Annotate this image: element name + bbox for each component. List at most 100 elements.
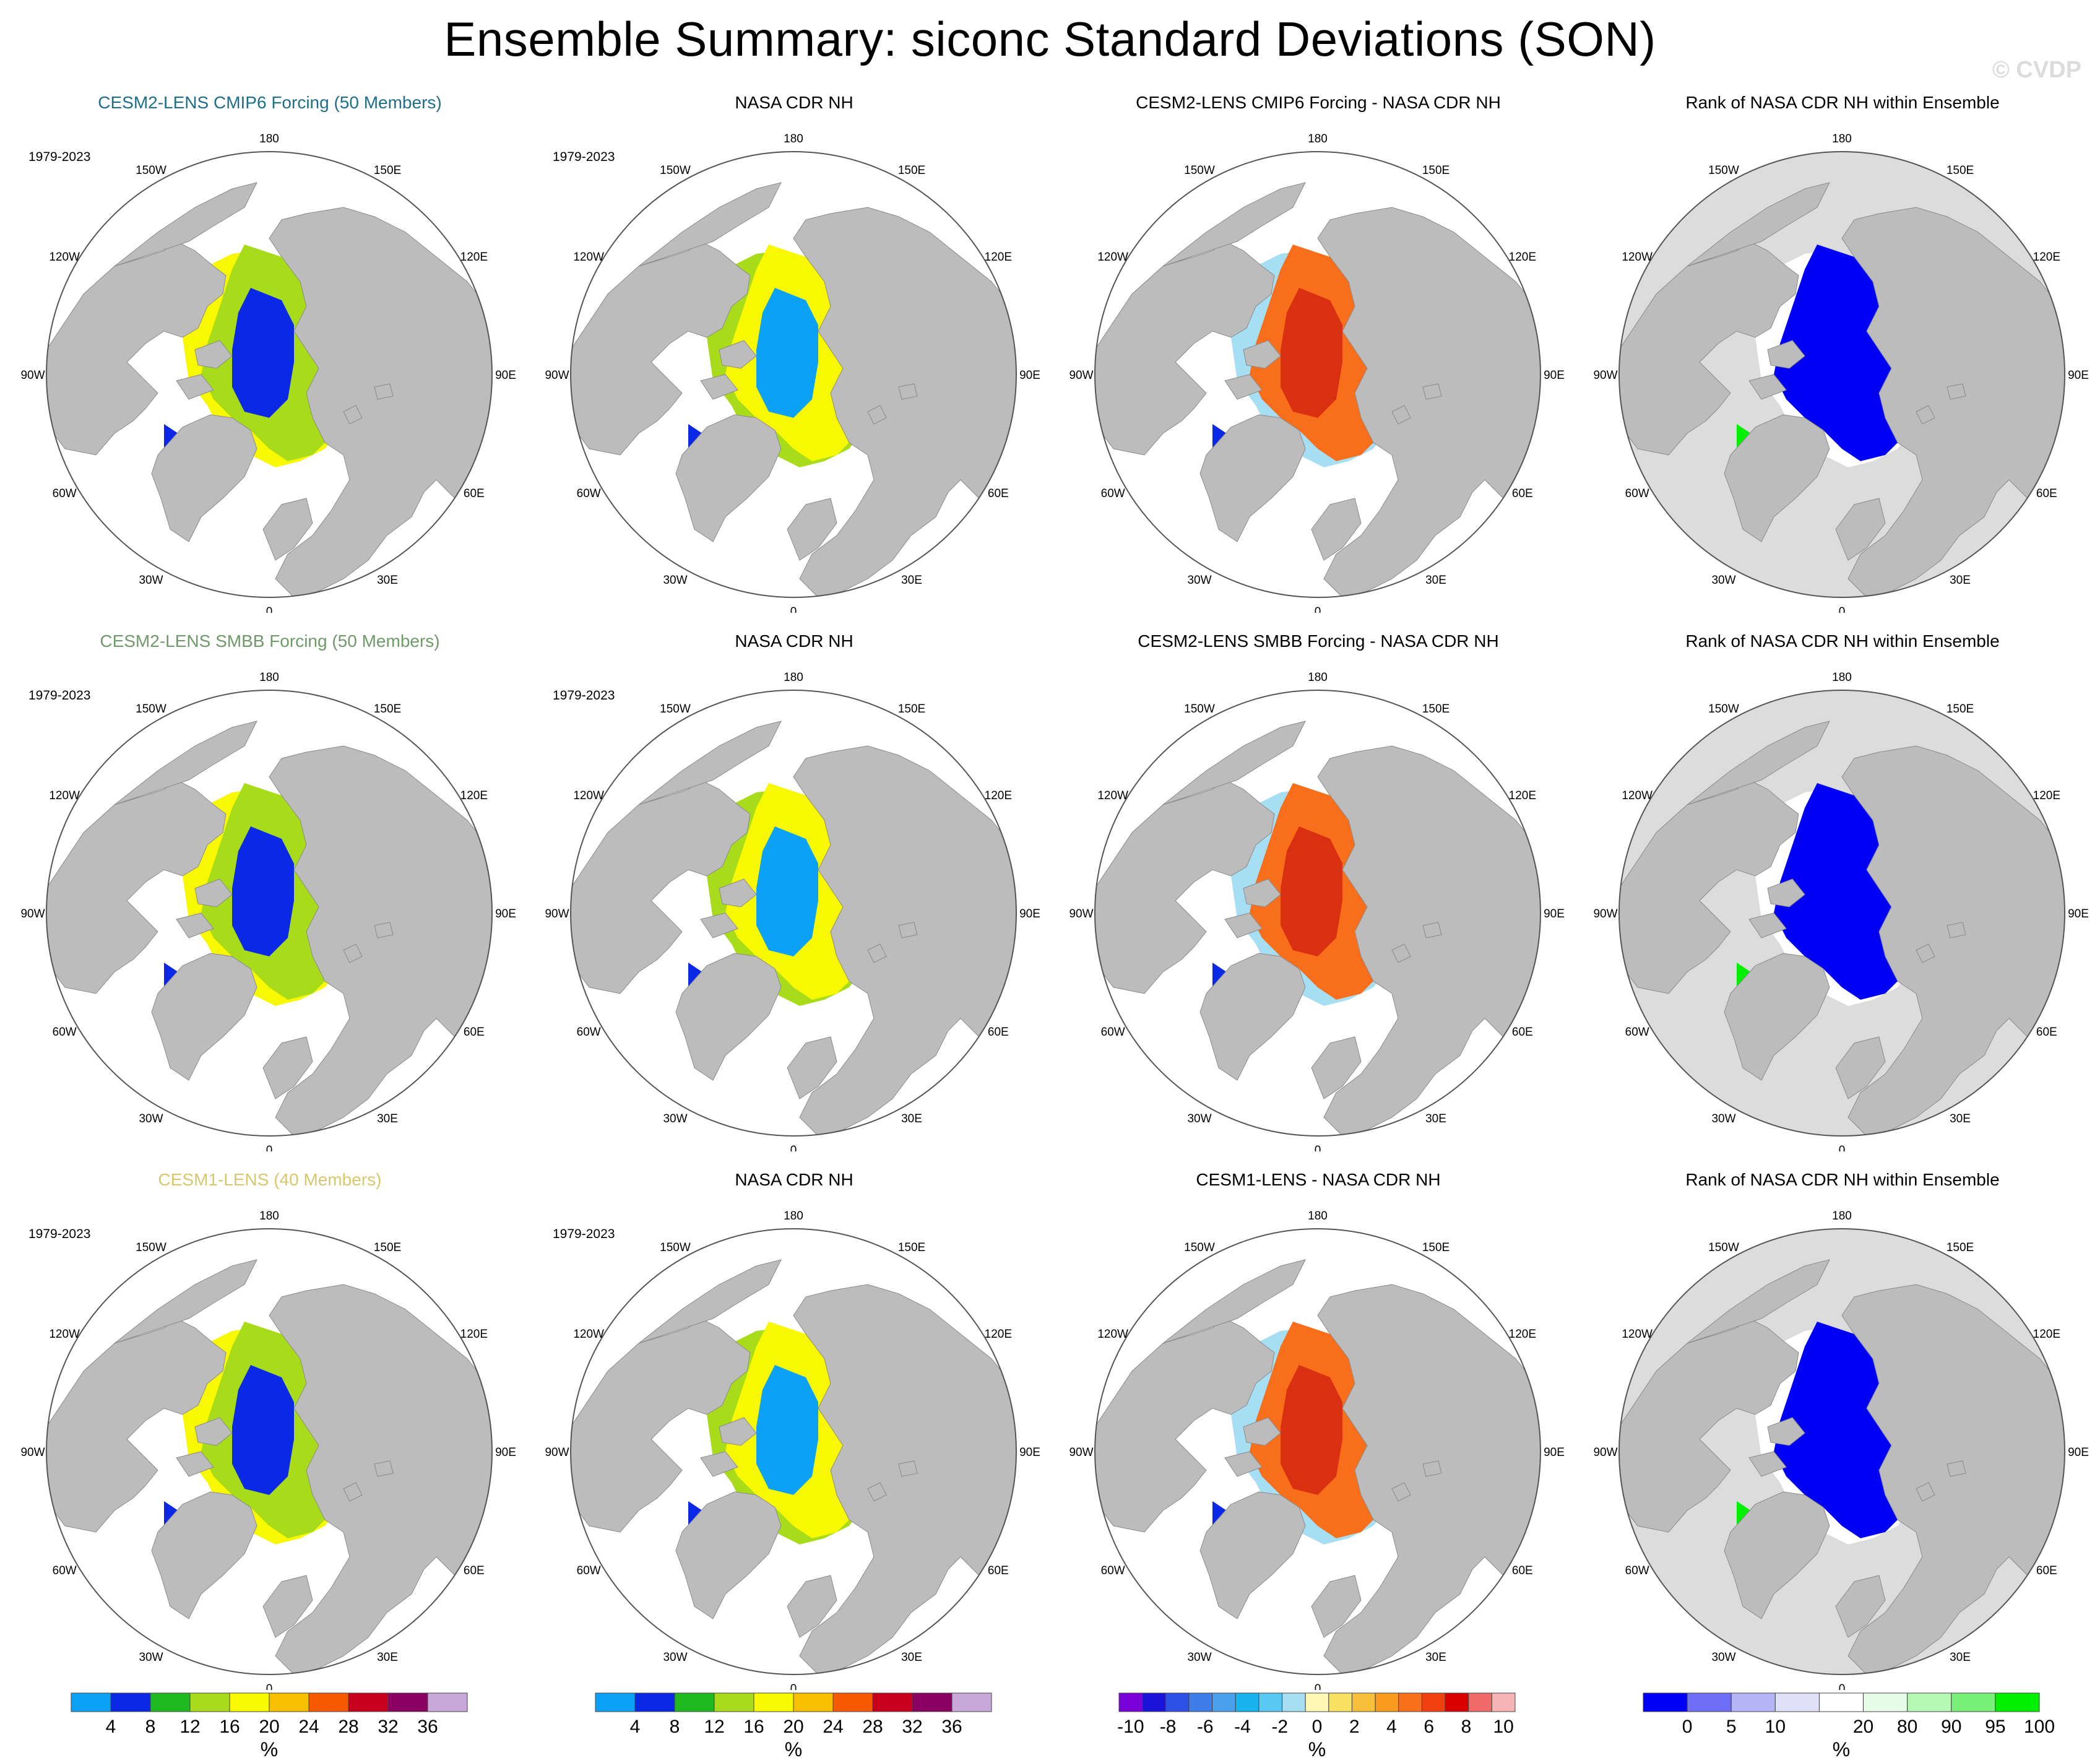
longitude-label: 30W	[1187, 1112, 1211, 1125]
longitude-label: 30E	[377, 574, 398, 587]
longitude-label: 150W	[1184, 164, 1215, 177]
colorbar-swatch	[427, 1692, 468, 1712]
colorbar-swatch	[1863, 1692, 1908, 1712]
longitude-label: 90W	[1069, 907, 1093, 920]
period-label: 1979-2023	[553, 1227, 615, 1241]
longitude-label: 150E	[1422, 164, 1450, 177]
colorbar-swatch	[1731, 1692, 1776, 1712]
longitude-label: 150E	[898, 703, 925, 716]
longitude-label: 60W	[577, 487, 601, 500]
longitude-label: 90W	[1593, 1446, 1617, 1459]
longitude-label: 90W	[545, 1446, 569, 1459]
longitude-label: 30W	[139, 1112, 163, 1125]
longitude-label: 150E	[374, 1241, 401, 1254]
map-panel-std: 180 150E 120E 90E 60E 30E 0 30W 60W 90W 120W 150W CE…	[5, 93, 516, 613]
map-panel-rank: 180 150E 120E 90E 60E 30E 0 30W 60W 90W 120W 150W Ra…	[1578, 1170, 2088, 1690]
longitude-label: 120E	[985, 251, 1012, 264]
longitude-label: 180	[259, 132, 279, 145]
longitude-label: 180	[1308, 132, 1328, 145]
colorbar-swatch	[595, 1692, 636, 1712]
longitude-label: 120E	[460, 251, 488, 264]
colorbar-unit: %	[1833, 1738, 1850, 1760]
longitude-label: 150W	[1184, 703, 1215, 716]
period-label: 1979-2023	[28, 1227, 91, 1241]
longitude-label: 180	[259, 671, 279, 684]
colorbar-swatch	[1282, 1692, 1306, 1712]
longitude-label: 30E	[901, 574, 922, 587]
colorbar-swatch	[1774, 1692, 1820, 1712]
longitude-label: 60E	[2036, 1564, 2057, 1577]
colorbar-tick-label: -10	[1117, 1717, 1144, 1737]
panel-title: Rank of NASA CDR NH within Ensemble	[1685, 1170, 2000, 1189]
longitude-label: 0	[1315, 1683, 1321, 1690]
longitude-label: 150E	[1947, 164, 1974, 177]
longitude-label: 150W	[660, 164, 691, 177]
longitude-label: 120E	[985, 1328, 1012, 1341]
map-panel-obs: 180 150E 120E 90E 60E 30E 0 30W 60W 90W 120W 150W NA…	[529, 1170, 1040, 1690]
longitude-label: 30W	[1711, 1112, 1735, 1125]
longitude-label: 0	[1839, 605, 1846, 613]
colorbar-swatch	[1995, 1692, 2040, 1712]
colorbar-tick-label: 90	[1941, 1717, 1961, 1737]
colorbar-tick-label: 16	[219, 1717, 240, 1737]
longitude-label: 180	[784, 132, 803, 145]
colorbar-swatch	[1142, 1692, 1166, 1712]
longitude-label: 120E	[1509, 251, 1536, 264]
longitude-label: 60W	[53, 487, 77, 500]
longitude-label: 120W	[1622, 1328, 1653, 1341]
longitude-label: 30E	[1425, 574, 1446, 587]
longitude-label: 60E	[1512, 487, 1533, 500]
longitude-label: 90W	[20, 369, 45, 382]
polar-map: 180 150E 120E 90E 60E 30E 0 30W 60W 90W 120W 150W	[545, 1210, 1040, 1690]
colorbar-tick-label: 20	[259, 1717, 279, 1737]
colorbar-swatch	[1235, 1692, 1260, 1712]
period-label: 1979-2023	[553, 150, 615, 164]
longitude-label: 30W	[1711, 1651, 1735, 1664]
longitude-label: 180	[1308, 1210, 1328, 1223]
colorbar-swatch	[832, 1692, 873, 1712]
map-panel-diff: 180 150E 120E 90E 60E 30E 0 30W 60W 90W 120W 150W CE…	[1053, 93, 1564, 613]
longitude-label: 120E	[460, 789, 488, 802]
panel-title: CESM2-LENS SMBB Forcing - NASA CDR NH	[1138, 631, 1499, 651]
colorbar-swatch	[1951, 1692, 1996, 1712]
panel-title: CESM2-LENS SMBB Forcing (50 Members)	[100, 631, 440, 651]
colorbar-swatch	[951, 1692, 992, 1712]
longitude-label: 0	[790, 1683, 797, 1690]
colorbar-tick-label: 6	[1424, 1717, 1434, 1737]
longitude-label: 120W	[49, 251, 80, 264]
map-panel-diff: 180 150E 120E 90E 60E 30E 0 30W 60W 90W 120W 150W CE…	[1053, 1170, 1564, 1690]
colorbar-tick-label: 4	[630, 1717, 641, 1737]
longitude-label: 180	[784, 1210, 803, 1223]
longitude-label: 120W	[1097, 251, 1128, 264]
panel-title: CESM1-LENS - NASA CDR NH	[1196, 1170, 1441, 1189]
longitude-label: 30E	[901, 1651, 922, 1664]
longitude-label: 120E	[2033, 1328, 2060, 1341]
longitude-label: 180	[1832, 1210, 1852, 1223]
polar-map: 180 150E 120E 90E 60E 30E 0 30W 60W 90W 120W 150W	[1069, 132, 1564, 613]
longitude-label: 60W	[1101, 1564, 1125, 1577]
longitude-label: 0	[266, 1144, 273, 1151]
colorbar-swatch	[1375, 1692, 1399, 1712]
longitude-label: 120W	[573, 789, 604, 802]
colorbar-swatch	[1818, 1692, 1864, 1712]
longitude-label: 90E	[495, 907, 516, 920]
colorbar-swatch	[1398, 1692, 1422, 1712]
panel-title: CESM1-LENS (40 Members)	[158, 1170, 382, 1189]
colorbar-swatch	[1212, 1692, 1236, 1712]
longitude-label: 60E	[988, 487, 1009, 500]
longitude-label: 90E	[1019, 1446, 1040, 1459]
longitude-label: 120W	[49, 789, 80, 802]
map-panel-std: 180 150E 120E 90E 60E 30E 0 30W 60W 90W 120W 150W CE…	[5, 1170, 516, 1690]
cvdp-watermark: © CVDP	[1992, 57, 2081, 83]
longitude-label: 150W	[136, 703, 166, 716]
longitude-label: 150E	[1947, 703, 1974, 716]
map-panel-rank: 180 150E 120E 90E 60E 30E 0 30W 60W 90W 120W 150W Ra…	[1578, 631, 2088, 1151]
colorbar-tick-label: 80	[1897, 1717, 1917, 1737]
longitude-label: 150W	[136, 1241, 166, 1254]
colorbar-swatch	[912, 1692, 953, 1712]
colorbar: 4 8 12 16 20 24 28 32 36%	[71, 1692, 468, 1760]
longitude-label: 150W	[136, 164, 166, 177]
longitude-label: 60W	[1101, 1026, 1125, 1039]
colorbar-swatch	[1351, 1692, 1376, 1712]
longitude-label: 90E	[1544, 1446, 1565, 1459]
